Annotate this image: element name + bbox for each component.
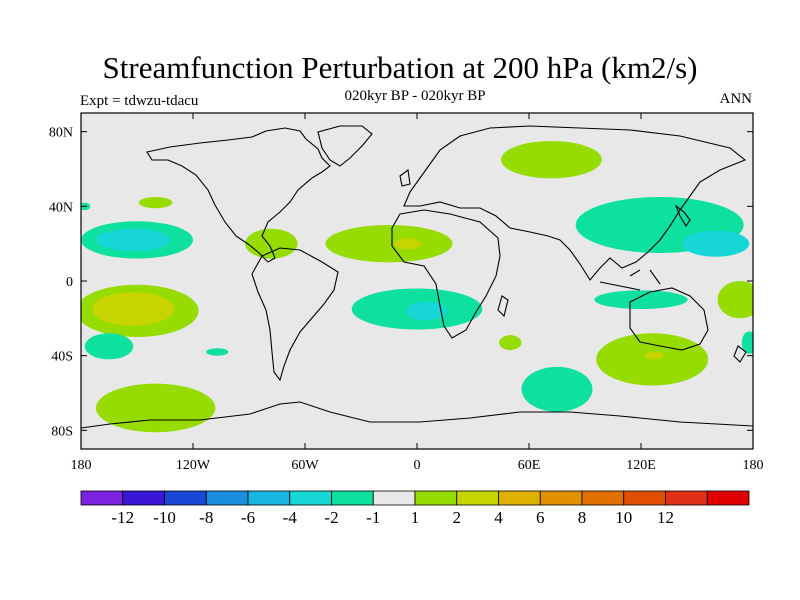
region-siberia-green (501, 141, 602, 179)
region-southern-ocean-light (521, 366, 593, 412)
colorbar-swatch (289, 490, 332, 506)
colorbar-label: -6 (241, 508, 255, 527)
colorbar: -12 -10 -8 -6 -4 -2 -1 1 2 4 6 8 10 12 (80, 490, 750, 527)
region-s-atlantic-green (499, 335, 522, 351)
region-n-pacific-subtrop-dark (95, 228, 171, 252)
region-s-indian-green (596, 333, 709, 386)
lon-tick-label: 0 (414, 458, 421, 473)
coast-japan (674, 204, 691, 228)
colorbar-label: -8 (199, 508, 213, 527)
colorbar-label: -10 (153, 508, 176, 527)
coast-north-america (146, 127, 331, 263)
colorbar-swatch (581, 490, 625, 506)
coast-eurasia (403, 125, 747, 281)
region-sw-pacific-green (717, 281, 753, 319)
region-n-pacific-green (138, 197, 173, 209)
colorbar-label: 10 (615, 508, 632, 527)
coast-africa (391, 209, 501, 339)
colorbar-label: -4 (283, 508, 298, 527)
colorbar-label: 8 (578, 508, 587, 527)
longitude-axis: 180 120W 60W 0 60E 120E 180 (71, 113, 764, 473)
colorbar-swatch (80, 490, 124, 506)
region-s-pacific-yellow (92, 292, 175, 326)
colorbar-swatch (665, 490, 708, 506)
region-caribbean-green (245, 228, 298, 259)
region-s-pacific-high-lat (95, 383, 216, 433)
lat-tick-label: 40N (49, 200, 73, 215)
colorbar-label: -12 (111, 508, 134, 527)
region-s-pacific-light-1 (84, 333, 134, 360)
coast-australia (629, 287, 709, 351)
colorbar-swatch (122, 490, 165, 506)
region-atlantic-yellow (394, 238, 421, 250)
plot-subtitle: 020kyr BP - 020kyr BP (344, 88, 486, 104)
coast-new-zealand (733, 345, 747, 363)
region-atlantic-green (325, 225, 453, 263)
coast-indonesia (599, 269, 661, 291)
lon-tick-label: 60W (291, 458, 319, 473)
coastlines (81, 125, 753, 429)
coast-madagascar (497, 295, 509, 318)
colorbar-swatch (498, 490, 541, 506)
colorbar-label: 6 (536, 508, 545, 527)
lat-tick-label: 80N (49, 126, 73, 141)
colorbar-swatch (539, 490, 583, 506)
lon-tick-label: 180 (71, 458, 92, 473)
contour-fills (81, 141, 753, 433)
colorbar-swatch (331, 490, 374, 506)
region-s-atlantic-dark (405, 301, 447, 321)
colorbar-swatch (414, 490, 458, 506)
latitude-axis: 80N 40N 0 40S 80S (49, 126, 753, 439)
lat-tick-label: 80S (51, 424, 73, 439)
colorbar-swatch (164, 490, 207, 506)
plot-title: Streamfunction Perturbation at 200 hPa (… (102, 50, 698, 85)
colorbar-swatch (706, 490, 750, 506)
colorbar-swatch (456, 490, 499, 506)
colorbar-label: 12 (657, 508, 674, 527)
coast-antarctica (81, 401, 753, 429)
season-label: ANN (719, 91, 753, 107)
coast-south-america (251, 247, 339, 382)
coast-greenland (317, 125, 373, 167)
colorbar-swatch (372, 490, 416, 506)
coast-uk (399, 169, 411, 187)
lon-tick-label: 120W (176, 458, 211, 473)
region-w-pacific-dark (682, 230, 750, 257)
lon-tick-label: 60E (518, 458, 541, 473)
colorbar-label: -1 (366, 508, 380, 527)
region-tasman-light (741, 331, 753, 354)
experiment-label: Expt = tdwzu-tdacu (80, 93, 199, 109)
region-indian-ocean-light (594, 290, 688, 309)
region-s-indian-yellow (644, 351, 664, 360)
lon-tick-label: 180 (743, 458, 764, 473)
lat-tick-label: 0 (66, 275, 73, 290)
colorbar-swatch (623, 490, 666, 506)
region-s-pacific-light-2 (206, 348, 229, 356)
lon-tick-label: 120E (626, 458, 656, 473)
colorbar-label: 2 (453, 508, 462, 527)
colorbar-swatch (247, 490, 291, 506)
colorbar-label: 4 (494, 508, 503, 527)
colorbar-swatch (205, 490, 249, 506)
colorbar-label: 1 (411, 508, 420, 527)
colorbar-label: -2 (324, 508, 338, 527)
lat-tick-label: 40S (51, 350, 73, 365)
